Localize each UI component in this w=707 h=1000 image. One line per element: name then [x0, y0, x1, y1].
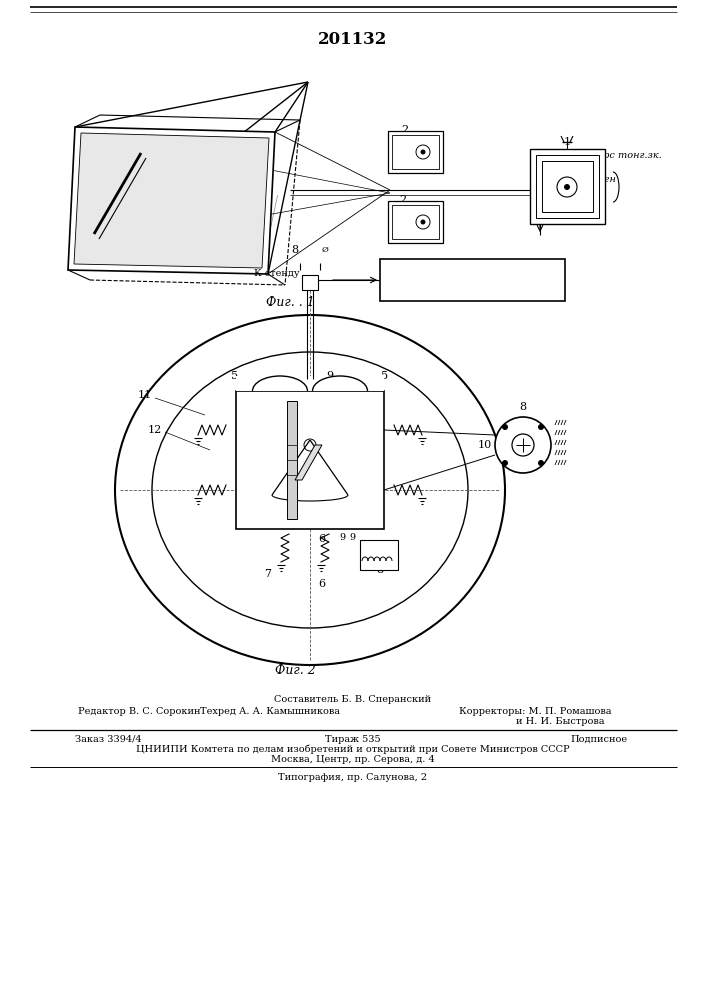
Text: К стенду: К стенду: [255, 269, 300, 278]
Bar: [236, 391, 384, 529]
Text: Подписное: Подписное: [571, 734, 628, 744]
Text: Ø: Ø: [322, 246, 329, 254]
Text: 1: 1: [563, 137, 571, 147]
Bar: [542, 161, 593, 212]
Text: 9: 9: [349, 534, 355, 542]
Text: 3: 3: [101, 174, 109, 186]
Text: Фиг. . 1: Фиг. . 1: [266, 296, 315, 310]
Text: 6: 6: [318, 579, 325, 589]
Text: 2: 2: [402, 125, 409, 135]
Circle shape: [564, 184, 570, 190]
Circle shape: [502, 424, 508, 430]
Text: Корректоры: М. П. Ромашова: Корректоры: М. П. Ромашова: [459, 708, 612, 716]
Text: и Н. И. Быстрова: и Н. И. Быстрова: [515, 718, 604, 726]
Bar: [360, 540, 398, 570]
Text: 2.: 2.: [399, 195, 410, 205]
Polygon shape: [74, 133, 269, 268]
Text: 5: 5: [382, 371, 389, 381]
Text: Крен: Крен: [590, 176, 616, 184]
Bar: [392, 135, 439, 169]
Text: 11: 11: [138, 390, 152, 400]
Text: ЭММ: ЭММ: [451, 273, 493, 287]
Bar: [388, 131, 443, 173]
Text: 6: 6: [318, 534, 325, 544]
Text: Редактор В. С. Сорокин: Редактор В. С. Сорокин: [78, 708, 201, 716]
Text: 9: 9: [327, 371, 334, 381]
Bar: [287, 401, 297, 519]
Text: 12: 12: [148, 425, 162, 435]
Text: 9: 9: [339, 534, 345, 542]
Bar: [536, 155, 599, 218]
Text: Составитель Б. В. Сперанский: Составитель Б. В. Сперанский: [274, 696, 431, 704]
Circle shape: [538, 460, 544, 466]
Bar: [380, 259, 565, 301]
Text: 10: 10: [478, 440, 492, 450]
Text: ЦНИИПИ Комтета по делам изобретений и открытий при Совете Министров СССР: ЦНИИПИ Комтета по делам изобретений и от…: [136, 744, 570, 754]
Polygon shape: [68, 127, 275, 274]
Text: Типография, пр. Салунова, 2: Типография, пр. Салунова, 2: [279, 772, 428, 782]
Circle shape: [421, 149, 426, 154]
Bar: [302, 275, 318, 290]
Text: Заказ 3394/4: Заказ 3394/4: [75, 734, 141, 744]
Text: Курс тонг.зк.: Курс тонг.зк.: [590, 150, 662, 159]
Circle shape: [502, 460, 508, 466]
Text: 7: 7: [264, 569, 271, 579]
Circle shape: [538, 424, 544, 430]
Circle shape: [421, 220, 426, 225]
Text: 8: 8: [376, 565, 384, 575]
Polygon shape: [305, 376, 384, 391]
Text: Москва, Центр, пр. Серова, д. 4: Москва, Центр, пр. Серова, д. 4: [271, 754, 435, 764]
Text: Фиг. 2: Фиг. 2: [274, 664, 315, 676]
Text: Техред А. А. Камышникова: Техред А. А. Камышникова: [200, 708, 340, 716]
Text: 4: 4: [426, 203, 433, 213]
Text: 8: 8: [520, 402, 527, 412]
Polygon shape: [295, 445, 322, 480]
Polygon shape: [236, 376, 315, 391]
Text: 5: 5: [231, 371, 238, 381]
Bar: [392, 205, 439, 239]
Text: 8: 8: [291, 245, 298, 255]
Bar: [530, 149, 605, 224]
Text: 201132: 201132: [318, 31, 387, 48]
Text: Тираж 535: Тираж 535: [325, 734, 381, 744]
Bar: [388, 201, 443, 243]
Circle shape: [495, 417, 551, 473]
